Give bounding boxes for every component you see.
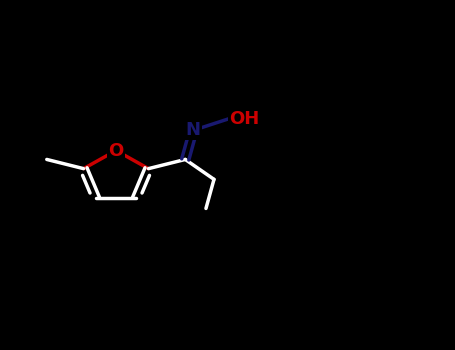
Text: O: O [108,141,124,160]
Text: N: N [186,121,201,139]
Text: OH: OH [229,110,259,128]
